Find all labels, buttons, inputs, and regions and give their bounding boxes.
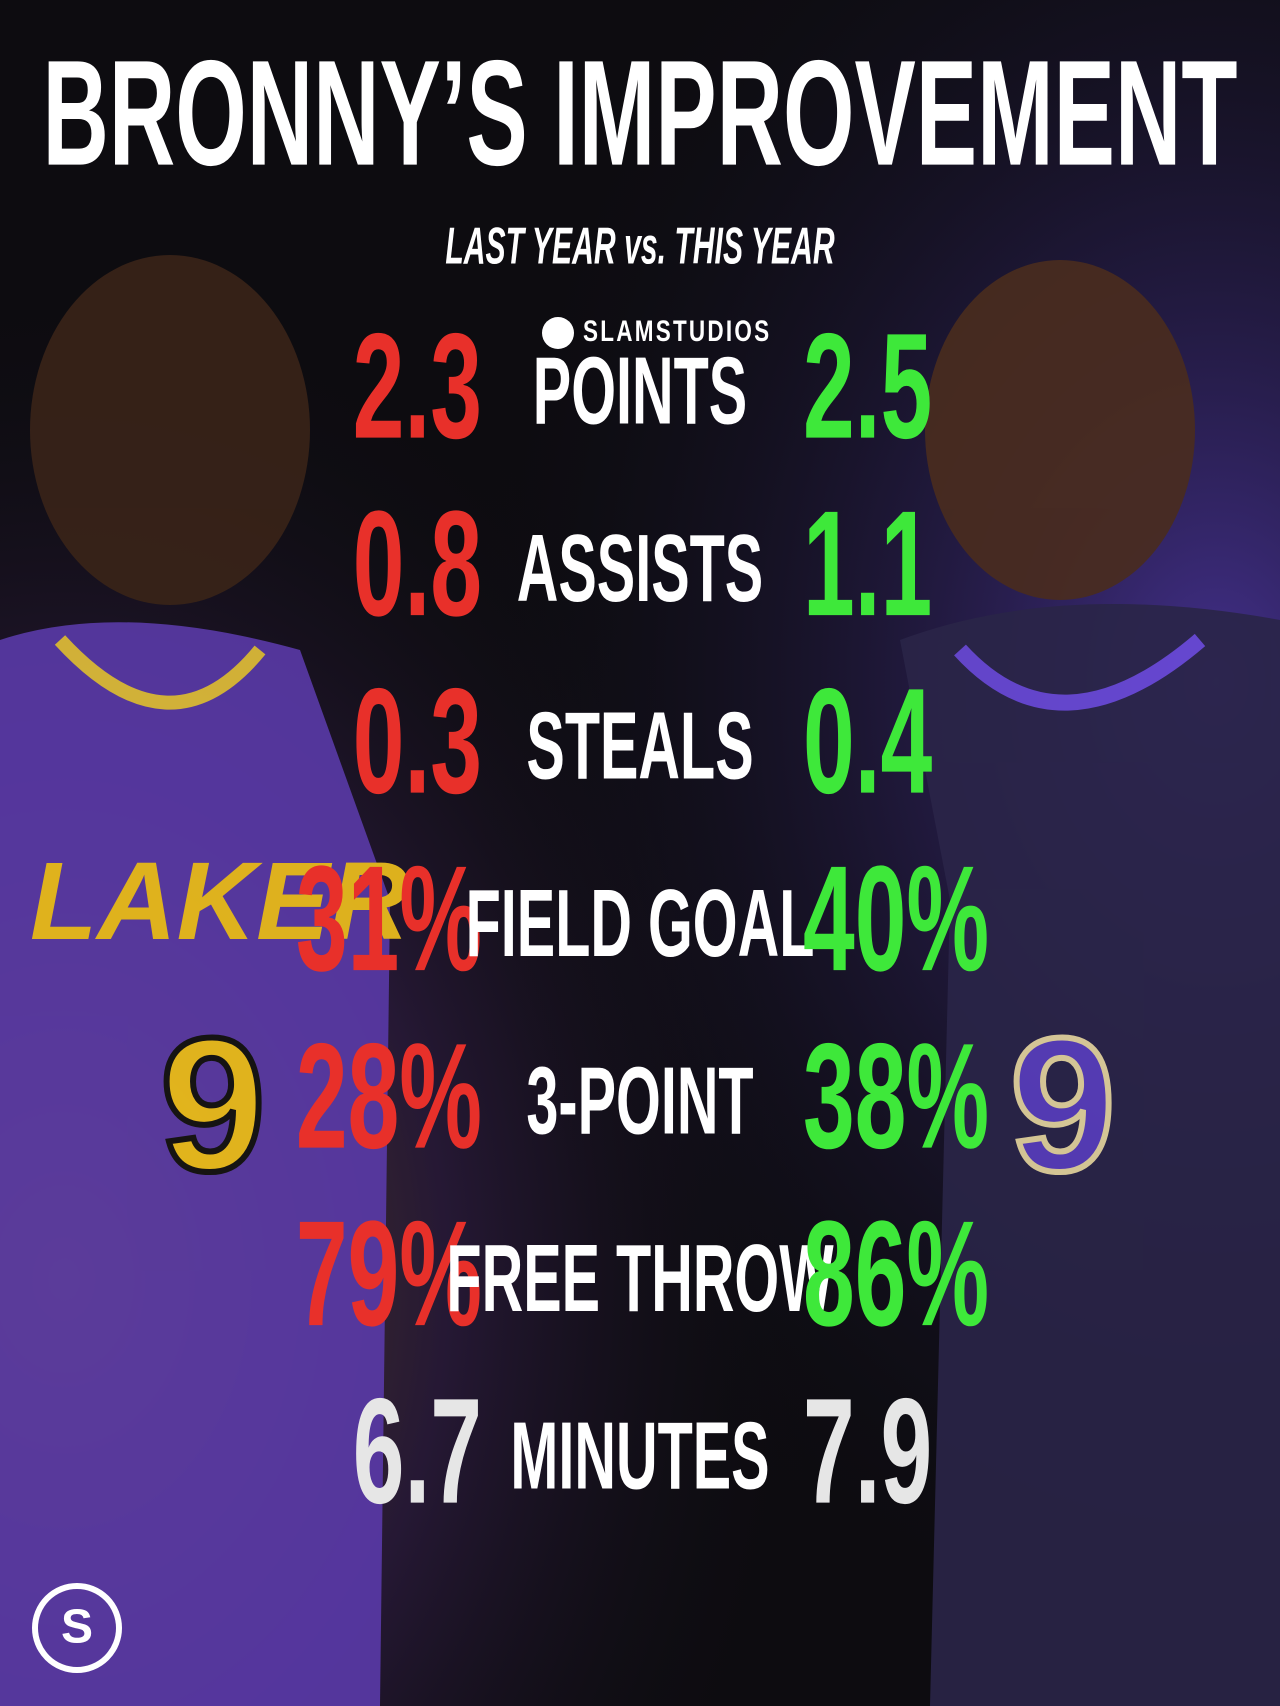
this-year-value: 38% <box>803 1013 989 1180</box>
brand: SLAMSTUDIOS <box>583 314 771 348</box>
title: BRONNY’S IMPROVEMENT <box>43 29 1238 197</box>
last-year-value: 0.3 <box>353 658 482 825</box>
subtitle: LAST YEAR vs. THIS YEAR <box>445 218 835 275</box>
stat-label: 3-POINT <box>526 1046 753 1154</box>
player-right: 9 <box>900 260 1280 1706</box>
this-year-value: 0.4 <box>803 658 932 825</box>
stat-label: MINUTES <box>510 1401 769 1509</box>
jersey-text: LAKER <box>30 840 409 963</box>
last-year-value: 31% <box>296 836 482 1003</box>
jersey-number: 9 <box>1010 999 1116 1211</box>
logo-corner <box>32 1583 122 1673</box>
last-year-value: 79% <box>296 1191 482 1358</box>
stat-label: FIELD GOAL <box>466 869 815 977</box>
player-left: LAKER 9 <box>0 255 409 1706</box>
stat-label: POINTS <box>533 336 747 444</box>
this-year-value: 7.9 <box>803 1368 932 1535</box>
this-year-value: 86% <box>803 1191 989 1358</box>
logo-corner-mark: S <box>61 1601 93 1654</box>
this-year-value: 40% <box>803 836 989 1003</box>
stat-label: STEALS <box>526 691 753 799</box>
this-year-value: 2.5 <box>803 303 932 470</box>
last-year-value: 28% <box>296 1013 482 1180</box>
stat-label: FREE THROW <box>446 1224 833 1332</box>
last-year-value: 0.8 <box>353 481 482 648</box>
stat-label: ASSISTS <box>517 514 763 622</box>
this-year-value: 1.1 <box>803 481 932 648</box>
last-year-value: 2.3 <box>353 303 482 470</box>
jersey-number: 9 <box>160 999 266 1211</box>
brand-logo <box>542 317 574 349</box>
text-layer: BRONNY’S IMPROVEMENT LAST YEAR vs. THIS Y… <box>43 29 1238 1535</box>
last-year-value: 6.7 <box>353 1368 482 1535</box>
